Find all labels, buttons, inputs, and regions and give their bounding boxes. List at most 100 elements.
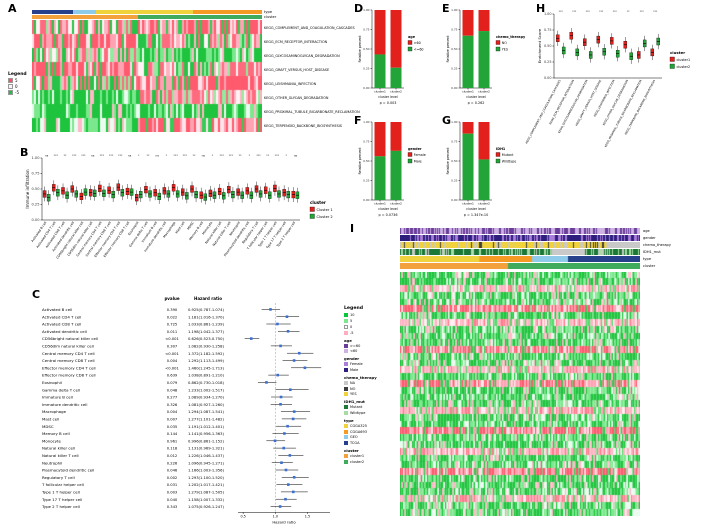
bar-segment-<=60 [390,67,402,88]
legend-color-swatch [344,380,348,385]
x-category-label: KEGG_ECM_RECEPTOR_INTERACTION [548,79,575,125]
y-tick-label: 0.50 [363,47,370,51]
cell-type-name: CD56dim natural killer cell [42,344,94,349]
legend-item-label: TCGA [350,441,360,446]
legend-title: age [408,35,416,39]
box-pair-3: *** KEGG_GRAFT_VERSUS_HOST_DISEASE [574,10,606,127]
panel-g-idh1-stacked-bar: G 1.00 0.75 0.50 0.25 0.00 Relative percent cl… [440,114,528,226]
x-category-label: cluster1 [462,90,474,94]
hr-marker [282,446,286,450]
significance-label: ** [147,154,150,158]
legend-item: <60 [344,348,398,354]
hr-marker [273,439,277,443]
significance-label: *** [275,154,280,158]
significance-label: ns [202,154,206,158]
legend-label: cluster1 [677,58,691,62]
y-tick-label: 1.00 [451,120,458,124]
cell-type-name: Macrophage [42,409,67,414]
significance-label: *** [72,154,77,158]
legend-group-title: chemo_therapy [344,374,377,380]
significance-label: *** [559,10,564,14]
cell-type-name: Type 2 T helper cell [41,504,80,509]
legend-color-swatch [344,349,348,354]
hazard-ratio-ci: 1.033(0.861-1.239) [188,323,224,327]
y-tick-label: 0.75 [451,28,458,32]
annotation-row-IDH1_mut: IDH1_mut [400,249,706,256]
y-tick-label: 0.00 [31,218,40,222]
hr-marker [288,454,292,457]
panel-a-layout: Legend 5 0 -5 type cluster KEGG_COMPLEMENT_A… [6,10,360,133]
hazard-ratio-ci: 1.226(1.046-1.437) [188,454,224,458]
hr-marker [291,417,295,421]
hazard-ratio-ci: 1.131(0.969-1.321) [188,447,224,451]
cell-type-name: Type 1 T helper cell [41,490,80,495]
panel-e-letter: E [442,2,450,15]
legend-item-label: >=60 [350,343,361,348]
y-axis-title: Immune infiltration [25,169,30,209]
hazard-ratio-ci: 1.233(1.002-1.517) [188,388,224,392]
stacked-bar-cluster2: cluster2 [390,10,402,94]
significance-label: ns [91,154,95,158]
significance-label: *** [54,154,59,158]
significance-label: * [138,154,140,158]
y-tick-label: 0.25 [31,203,39,207]
significance-label: *** [81,154,86,158]
hazard-ratio-ci: 0.626(0.523-0.750) [188,337,224,341]
legend-label: Cluster 2 [317,215,333,219]
legend-tick-label: -5 [15,90,19,95]
legend-label: YES [502,47,508,51]
x-axis-title: cluster level [466,207,486,211]
forest-row: Activated CD4 T cell 0.022 1.181(1.016-1.3… [42,314,300,319]
x-category-label: cluster2 [478,90,490,94]
stacked-bar-cluster1: cluster1 [374,10,386,94]
heatmap-annotation-legend: Legend 10 5 0 -5 age >=60 <60 gender Female Male ch… [344,306,398,465]
annotation-row-cluster: cluster [400,263,706,270]
pvalue: <0.001 [165,366,179,370]
pvalue: 0.079 [167,381,178,385]
legend-tick-label: 0 [15,84,18,89]
annotation-bar-age [400,228,640,234]
pvalue: 0.035 [167,425,178,429]
pvalue: 0.961 [167,439,178,443]
legend-item: >=60 [344,343,398,349]
x-category-label: Monocyte [201,221,213,236]
box-pair-22: *Plasmacytoid dendritic cell [223,154,254,257]
pvalue: 0.226 [167,461,178,465]
legend-label: Cluster 1 [317,208,333,212]
cell-type-name: Immature B cell [42,395,73,400]
forest-row: Central memory CD8 T cell 0.004 1.292(1.11… [42,358,308,363]
hazard-ratio-ci: 1.038(0.891-1.210) [188,374,224,378]
hazard-ratio-forest-plot: pvalue Hazard ratio Activated B cell 0.390 0… [41,296,330,524]
hazard-ratio-ci: 1.277(1.101-1.482) [188,418,224,422]
y-axis-title: Relative percent [358,147,362,175]
legend-item-label: GEO [350,435,358,440]
y-tick-label: 0.50 [451,159,458,163]
pvalue: 0.040 [167,498,178,502]
pvalue: <0.001 [165,337,179,341]
age-stacked-bar-chart: 1.00 0.75 0.50 0.25 0.00 Relative percent clus… [358,8,424,105]
bar-segment-Male [390,150,402,200]
bar-segment-Female [374,122,386,157]
sample-annotation-bars [32,10,262,19]
heatmap-column [32,10,262,133]
significance-label: ** [193,154,196,158]
forest-row: Activated dendritic cell 0.011 1.198(1.042… [42,329,300,334]
legend-color-swatch [344,453,348,458]
legend-color-swatch [344,392,348,397]
annotation-name-IDH1_mut: IDH1_mut [643,250,661,254]
y-axis-title: Enrichment Score [537,28,542,63]
hazard-ratio-ci: 1.279(1.087-1.505) [188,491,224,495]
annotation-segment-CGGA693 [192,10,262,14]
box-pair-7: ***KEGG_TERPENOID_BACKBONE_BIOSYNTHESIS [624,10,660,135]
hazard-ratio-ci: 1.372(1.182-1.592) [188,352,224,356]
hazard-ratio-ci: 1.082(0.930-1.258) [188,345,224,349]
forest-row: Central memory CD4 T cell <0.001 1.372(1.1… [42,351,314,356]
gender-stacked-bar-chart: 1.00 0.75 0.50 0.25 0.00 Relative percent clus… [358,120,426,217]
bar-segment-YES [462,35,474,88]
annotation-bar-type [32,10,262,14]
legend-color-swatch [344,435,348,440]
cell-type-name: Eosinophil [42,380,62,385]
annotation-bar-name: cluster [264,15,277,19]
y-tick-label: 0.25 [451,67,458,71]
box-pair-6: ***KEGG_PROXIMAL_TUBULE_BICARBONATE_RECL… [604,10,647,148]
